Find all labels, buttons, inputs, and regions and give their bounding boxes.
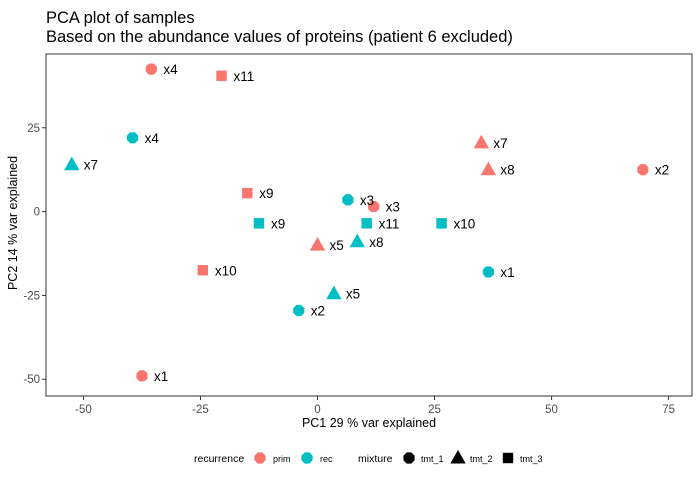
data-point <box>436 218 447 229</box>
y-tick-label: -50 <box>23 374 40 386</box>
data-points <box>64 63 649 382</box>
plot-panel <box>45 53 693 397</box>
point-label: x8 <box>500 163 514 178</box>
data-point <box>197 265 209 276</box>
chart-subtitle: Based on the abundance values of protein… <box>46 28 513 46</box>
legend-key-rec <box>301 452 313 464</box>
point-label: x2 <box>655 163 669 178</box>
data-point <box>293 304 305 317</box>
point-label: x9 <box>271 216 285 231</box>
data-point <box>361 218 372 229</box>
point-label: x7 <box>84 158 98 173</box>
legend-key-tmt_3 <box>502 452 514 464</box>
x-tick-label: 50 <box>545 404 558 416</box>
point-label: x3 <box>360 193 374 208</box>
data-point <box>473 134 490 149</box>
data-point <box>216 70 227 82</box>
legend-label-prim: prim <box>273 454 291 464</box>
data-point <box>342 194 354 206</box>
data-point <box>64 156 80 171</box>
point-label: x7 <box>493 136 507 151</box>
point-labels: x4 x11 x4 x7 x7 x8 x2 x9 x3 x3 x9 x11 x10 x8 x5 x10 x1 x5… <box>84 62 669 384</box>
data-point <box>368 201 380 213</box>
data-point <box>482 266 494 278</box>
point-label: x1 <box>154 369 168 384</box>
point-label: x10 <box>454 216 476 231</box>
point-label: x3 <box>386 200 400 215</box>
axis-ticks: -50 -25 0 25 50 75 -50 -25 0 25 <box>23 123 675 416</box>
legend-title-recurrence: recurrence <box>194 453 244 465</box>
point-label: x4 <box>163 62 178 77</box>
point-label: x10 <box>215 263 237 278</box>
legend-title-mixture: mixture <box>358 453 393 465</box>
point-label: x11 <box>234 69 255 84</box>
x-tick-label: -25 <box>192 404 209 416</box>
legend-label-tmt_1: tmt_1 <box>421 454 444 464</box>
legend-key-tmt_1 <box>403 452 415 464</box>
y-tick-label: 0 <box>34 207 40 219</box>
data-point <box>145 63 157 75</box>
point-label: x5 <box>330 238 344 253</box>
point-label: x4 <box>145 131 160 146</box>
data-point <box>136 370 148 382</box>
x-tick-label: 25 <box>428 404 441 416</box>
point-label: x9 <box>259 186 273 201</box>
data-point <box>242 187 253 199</box>
point-label: x5 <box>346 287 360 302</box>
x-axis-title: PC1 29 % var explained <box>302 416 436 430</box>
y-axis-title: PC2 14 % var explained <box>6 156 20 290</box>
y-tick-label: -25 <box>23 290 40 302</box>
x-tick-label: 0 <box>314 404 320 416</box>
data-point <box>309 236 326 251</box>
x-tick-label: 75 <box>662 404 675 416</box>
x-tick-label: -50 <box>75 404 92 416</box>
legend-key-tmt_2 <box>450 449 466 464</box>
legend-key-prim <box>254 452 266 464</box>
data-point <box>127 132 139 144</box>
data-point <box>480 161 497 176</box>
data-point <box>349 233 365 248</box>
legend-label-rec: rec <box>320 454 333 464</box>
data-point <box>253 218 265 229</box>
chart-title: PCA plot of samples <box>46 9 195 27</box>
data-point <box>326 285 342 300</box>
y-tick-label: 25 <box>27 123 40 135</box>
point-label: x11 <box>379 216 400 231</box>
legend: recurrence prim rec mixture tmt_1 tmt_2 tmt_3 <box>194 449 543 465</box>
point-label: x8 <box>369 235 383 250</box>
data-point <box>637 164 649 176</box>
point-label: x1 <box>500 265 514 280</box>
legend-label-tmt_3: tmt_3 <box>520 454 543 464</box>
legend-label-tmt_2: tmt_2 <box>470 454 493 464</box>
point-label: x2 <box>311 304 325 319</box>
